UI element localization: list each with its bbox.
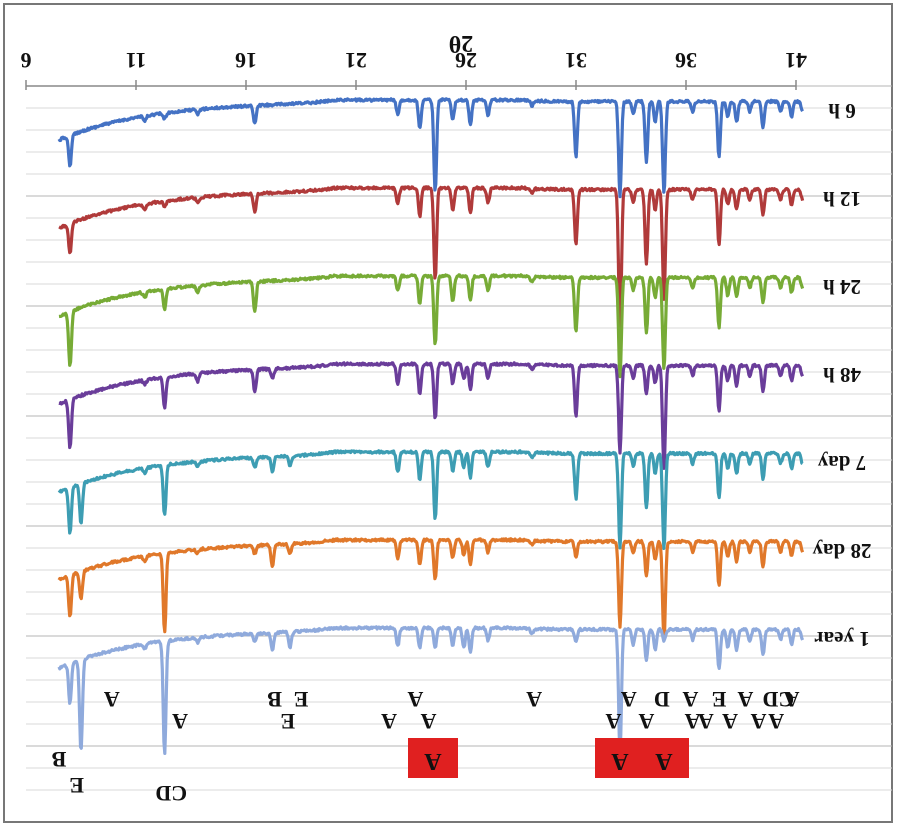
series-line-48-h: [58, 361, 805, 470]
peak-label: A: [381, 709, 397, 734]
peak-label: E: [294, 687, 309, 712]
series-line-24-h: [58, 273, 805, 379]
peak-label: A: [172, 709, 188, 734]
series-lines: [57, 97, 805, 758]
peak-label: A: [698, 709, 714, 734]
peak-label: A: [768, 709, 784, 734]
x-tick-label: 36: [675, 48, 697, 73]
peak-label: A: [407, 687, 423, 712]
series-line-6-h: [57, 97, 804, 199]
x-tick-label: 6: [21, 48, 32, 73]
peak-label: D: [654, 687, 670, 712]
peak-label: A: [526, 687, 542, 712]
x-tick-label: 16: [235, 48, 257, 73]
series-label: 48 h: [823, 363, 861, 387]
series-labels: 6 h 12 h 24 h 48 h 7 day 28 day 1 year: [812, 99, 871, 651]
figure-frame: [3, 3, 893, 823]
x-tick-label: 41: [785, 48, 807, 73]
boxed-peak-label: A: [655, 748, 673, 774]
x-tick-label: 31: [565, 48, 587, 73]
boxed-label-bg: [639, 738, 689, 778]
series-line-12-h: [58, 185, 805, 336]
series-label: 1 year: [814, 627, 869, 651]
series-label: 6 h: [828, 99, 856, 123]
x-axis: 2θ 6 11 16 21 26 31 36 41: [21, 30, 807, 90]
peak-label: A: [737, 687, 753, 712]
peak-label: E: [69, 773, 84, 798]
peak-label: A: [751, 709, 767, 734]
boxed-peak-label: A: [611, 748, 629, 774]
peak-label: A: [104, 687, 120, 712]
peak-label: A: [722, 709, 738, 734]
peak-label: CD: [155, 781, 187, 806]
boxed-label-bg: [408, 738, 458, 778]
series-label: 24 h: [823, 275, 861, 299]
peak-label: A: [682, 687, 698, 712]
peak-label: A: [605, 709, 621, 734]
peak-annotations: AABEEAAAAAAADAAAEAAACDAABECDCDEAAA: [51, 687, 799, 806]
peak-label: A: [685, 709, 701, 734]
boxed-label-bg: [595, 738, 645, 778]
x-axis-title: 2θ: [449, 30, 474, 56]
peak-label: A: [784, 687, 800, 712]
series-line-7-day: [57, 449, 804, 550]
peak-label: B: [267, 687, 282, 712]
peak-label: A: [421, 709, 437, 734]
series-label: 12 h: [823, 187, 861, 211]
peak-label: A: [638, 709, 654, 734]
peak-label: A: [621, 687, 637, 712]
x-tick-label: 26: [455, 48, 477, 73]
boxed-peak-label: A: [424, 748, 442, 774]
x-tick-label: 21: [345, 48, 367, 73]
peak-label: B: [51, 747, 66, 772]
peak-label: E: [712, 687, 727, 712]
series-label: 7 day: [817, 451, 866, 475]
series-line-28-day: [57, 537, 805, 642]
series-label: 28 day: [812, 539, 871, 563]
series-line-1-year: [57, 625, 805, 758]
x-tick-label: 11: [126, 48, 147, 73]
peak-label: E: [280, 709, 295, 734]
peak-label: CD: [763, 687, 795, 712]
